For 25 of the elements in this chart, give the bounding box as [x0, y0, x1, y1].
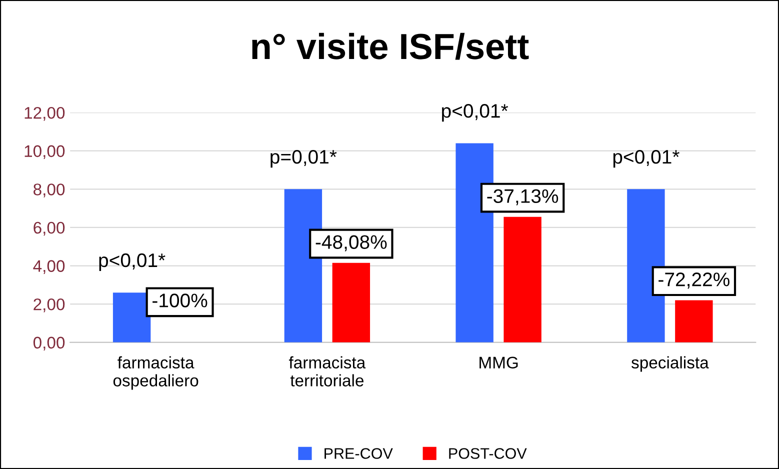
y-tick-label: 6,00	[34, 222, 65, 236]
bar	[675, 300, 713, 342]
bar	[504, 216, 542, 342]
y-tick-label: 4,00	[33, 260, 65, 274]
y-tick-label: 8,00	[34, 184, 65, 198]
x-tick-label: farmacista ospedaliero	[113, 356, 198, 390]
x-tick-label: MMG	[480, 356, 518, 368]
annotation: p<0,01*	[442, 104, 508, 122]
y-tick-label: 12,00	[24, 106, 65, 121]
y-tick-label: 2,00	[34, 298, 65, 312]
annotation: -72,22%	[658, 272, 730, 289]
legend-label: PRE-COV	[324, 448, 393, 459]
bar	[332, 262, 370, 342]
annotation: -37,13%	[487, 189, 558, 206]
chart-title: n° visite ISF/sett	[252, 32, 529, 60]
x-tick-label: farmacista territoriale	[288, 356, 366, 386]
annotation: -100%	[152, 294, 208, 308]
y-tick-label: 10,00	[24, 145, 65, 160]
annotation: -48,08%	[316, 235, 387, 252]
legend-label: POST-COV	[449, 448, 527, 459]
annotation: p<0,01*	[99, 253, 166, 271]
annotation: p<0,01*	[613, 150, 680, 168]
y-tick-label: 0,00	[33, 336, 65, 351]
annotation: p=0,01*	[270, 150, 337, 168]
x-tick-label: specialista	[631, 356, 709, 372]
